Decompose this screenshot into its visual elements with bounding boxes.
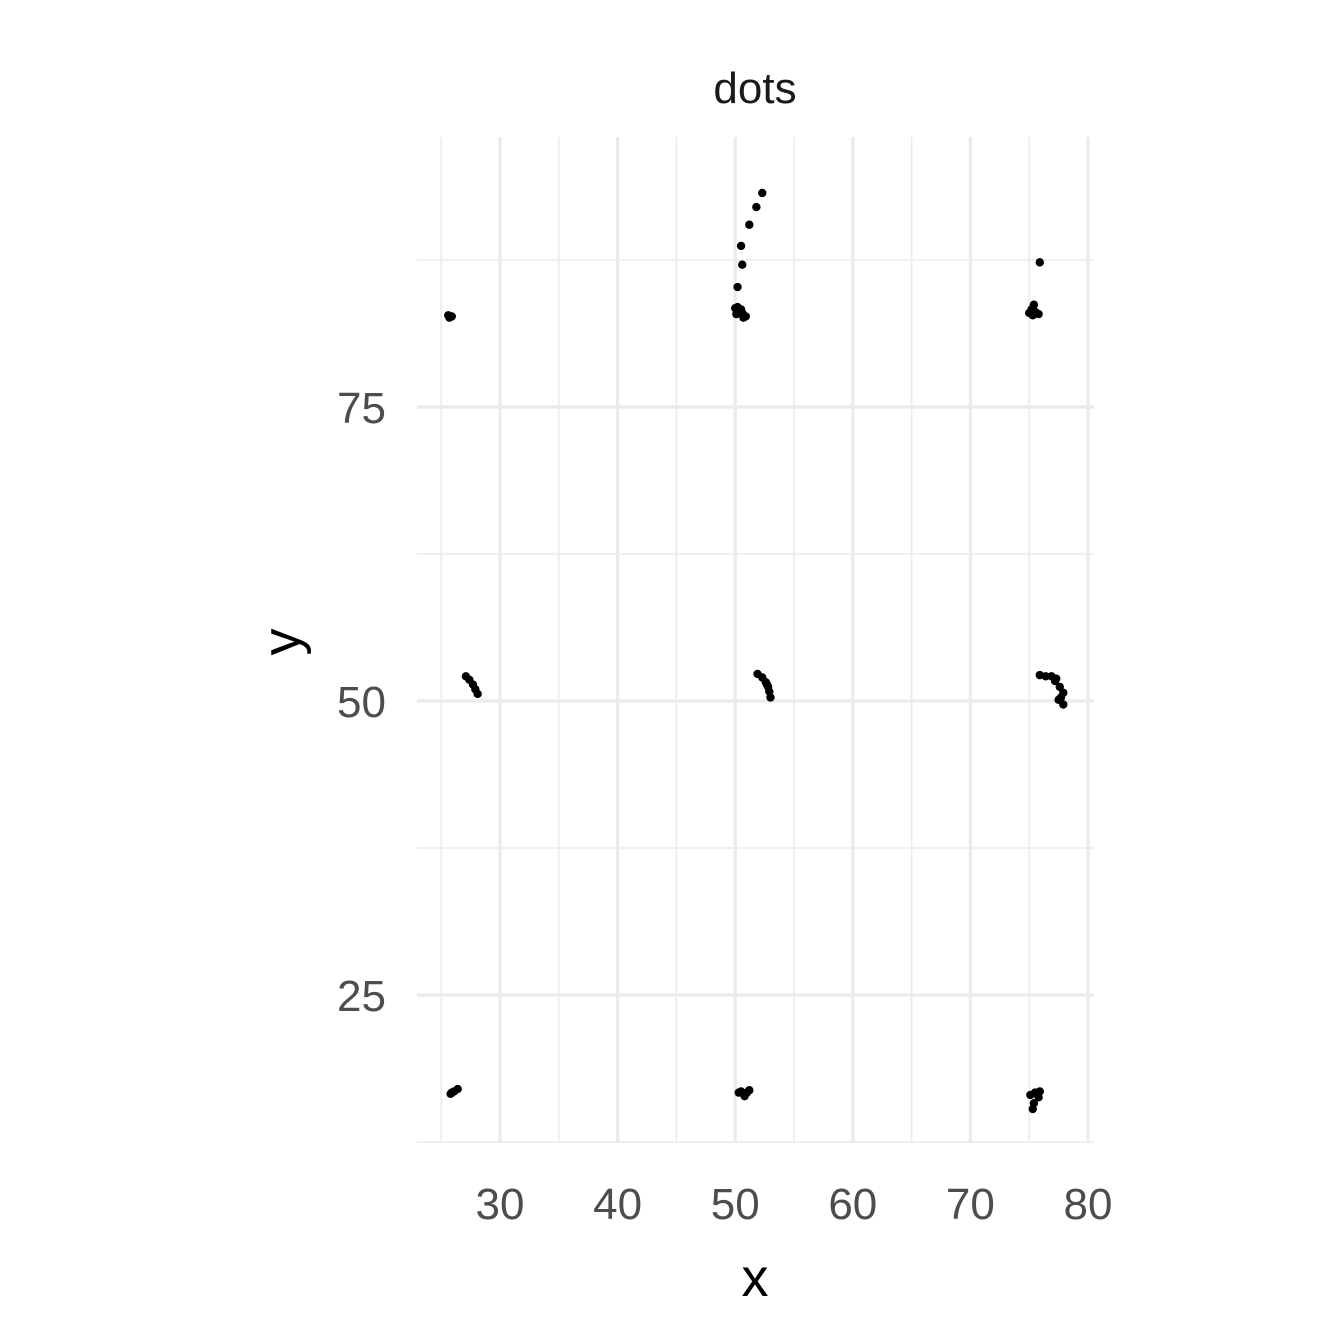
- y-tick-label: 50: [337, 678, 386, 727]
- x-tick-label: 60: [828, 1180, 877, 1229]
- data-point: [1052, 674, 1061, 683]
- data-point: [447, 1088, 456, 1097]
- x-tick-label: 50: [711, 1180, 760, 1229]
- y-tick-label: 75: [337, 384, 386, 433]
- x-tick-label: 80: [1064, 1180, 1113, 1229]
- data-point: [738, 260, 747, 269]
- data-point: [1029, 300, 1039, 309]
- data-point: [742, 1088, 752, 1097]
- data-points: [444, 188, 1068, 1114]
- y-tick-label: 25: [337, 972, 386, 1021]
- y-axis-tick-labels: 25 50 75: [337, 384, 386, 1021]
- data-point: [1056, 693, 1066, 702]
- data-point: [733, 302, 742, 312]
- data-point: [1032, 308, 1041, 318]
- x-tick-label: 40: [593, 1180, 642, 1229]
- y-axis-title: y: [252, 629, 312, 656]
- data-point: [473, 689, 482, 699]
- data-point: [745, 220, 754, 229]
- x-tick-label: 30: [476, 1180, 525, 1229]
- data-point: [1035, 258, 1044, 267]
- data-point: [739, 313, 748, 322]
- grid-lines: [417, 137, 1094, 1143]
- x-axis-tick-labels: 30 40 50 60 70 80: [476, 1180, 1113, 1229]
- data-point: [736, 241, 746, 251]
- data-point: [758, 188, 767, 198]
- data-point: [1041, 672, 1050, 681]
- data-point: [1028, 1104, 1037, 1114]
- x-axis-title: x: [742, 1248, 769, 1308]
- data-point: [445, 313, 454, 322]
- chart-title: dots: [713, 64, 796, 113]
- data-point: [752, 202, 761, 212]
- data-point: [766, 693, 775, 702]
- data-point: [733, 282, 742, 292]
- data-point: [1059, 700, 1068, 709]
- data-point: [1032, 1089, 1041, 1098]
- x-tick-label: 70: [946, 1180, 995, 1229]
- data-point: [762, 680, 772, 689]
